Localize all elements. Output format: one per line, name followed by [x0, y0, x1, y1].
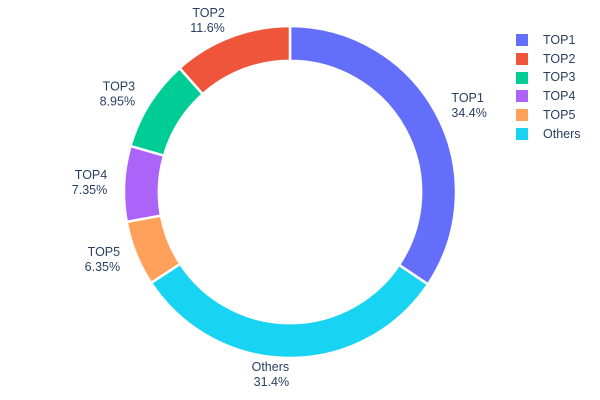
legend-swatch-icon: [516, 109, 528, 122]
legend-item-top1[interactable]: TOP1: [516, 31, 581, 50]
legend-item-top4[interactable]: TOP4: [516, 87, 581, 106]
slice-label-others: Others 31.4%: [252, 360, 290, 389]
legend-item-top3[interactable]: TOP3: [516, 68, 581, 87]
legend-item-top2[interactable]: TOP2: [516, 50, 581, 69]
legend-swatch-icon: [516, 34, 528, 47]
pie-slice-top1[interactable]: [288, 24, 458, 287]
legend-item-label: TOP5: [543, 107, 576, 122]
legend-item-label: TOP2: [543, 51, 576, 66]
pie-slice-top5[interactable]: [125, 214, 183, 285]
slice-label-top2: TOP2 11.6%: [190, 6, 225, 35]
legend-item-label: TOP3: [543, 70, 576, 85]
legend-item-others[interactable]: Others: [516, 124, 581, 143]
legend-item-top5[interactable]: TOP5: [516, 106, 581, 125]
pie-slice-top3[interactable]: [128, 66, 205, 158]
legend-swatch-icon: [516, 90, 528, 103]
pie-slice-top2[interactable]: [177, 24, 292, 96]
slice-label-top1: TOP1 34.4%: [451, 91, 486, 120]
pie-slice-others[interactable]: [149, 262, 430, 360]
legend: TOP1 TOP2 TOP3 TOP4 TOP5 Others: [516, 31, 581, 143]
legend-item-label: TOP4: [543, 89, 576, 104]
legend-swatch-icon: [516, 53, 528, 66]
slice-label-top3: TOP3 8.95%: [100, 80, 136, 109]
legend-item-label: Others: [543, 126, 581, 141]
legend-swatch-icon: [516, 71, 528, 84]
slice-label-top5: TOP5 6.35%: [85, 245, 121, 274]
legend-item-label: TOP1: [543, 33, 576, 48]
slice-label-top4: TOP4 7.35%: [72, 168, 108, 197]
legend-swatch-icon: [516, 127, 528, 140]
pie-slice-top4[interactable]: [122, 144, 166, 224]
